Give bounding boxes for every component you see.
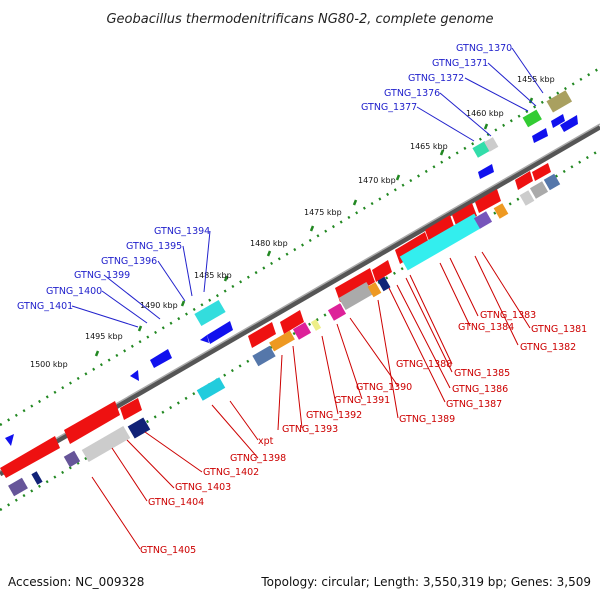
gene-label: GTNG_1401 — [17, 301, 73, 312]
gene-box-orange — [367, 282, 382, 298]
gene-label: GTNG_1388 — [396, 359, 452, 370]
gene-label: GTNG_1376 — [384, 88, 440, 99]
gene-box-olive — [546, 90, 573, 113]
accession-text: Accession: NC_009328 — [8, 575, 144, 589]
gene-arrow-red — [64, 401, 120, 444]
gene-label: GTNG_1396 — [101, 256, 157, 267]
scale-label: 1480 kbp — [250, 239, 288, 248]
gene-label: GTNG_1387 — [446, 399, 502, 410]
gene-arrow-red — [532, 163, 551, 181]
gene-label: GTNG_1392 — [306, 410, 362, 421]
scale-label: 1465 kbp — [410, 142, 448, 151]
gene-label: GTNG_1382 — [520, 342, 576, 353]
leader-lines-top — [71, 47, 544, 328]
gene-arrow-blue — [207, 321, 233, 344]
gene-label: GTNG_1381 — [531, 324, 587, 335]
gene-labels-top: GTNG_1370 GTNG_1371 GTNG_1372 GTNG_1376 … — [17, 43, 512, 312]
lower-genes — [0, 163, 561, 497]
gene-label: GTNG_1383 — [480, 310, 536, 321]
gene-label: GTNG_1398 — [230, 453, 286, 464]
scale-label: 1475 kbp — [304, 208, 342, 217]
gene-box-purple — [8, 477, 28, 497]
gene-arrow-blue — [5, 434, 14, 446]
gene-box-grey — [81, 425, 131, 463]
scale-ticks — [94, 97, 534, 357]
gene-arrow-red — [372, 260, 392, 282]
leader-lines-bottom — [91, 251, 531, 550]
gene-box-cyan — [196, 377, 226, 401]
gene-label: GTNG_1393 — [282, 424, 338, 435]
scale-label: 1490 kbp — [140, 301, 178, 310]
gene-labels-bottom: GTNG_1383 GTNG_1384 GTNG_1381 GTNG_1382 … — [140, 310, 587, 556]
gene-box-cyan — [194, 299, 226, 327]
gene-label: GTNG_1403 — [175, 482, 231, 493]
gene-box-navy — [377, 276, 391, 292]
gene-arrow-blue — [560, 115, 578, 132]
scale-label: 1495 kbp — [85, 332, 123, 341]
gene-arrow-red — [120, 398, 142, 420]
gene-box-purple — [473, 211, 493, 229]
gene-arrow-blue — [200, 335, 209, 343]
gene-label: GTNG_1371 — [432, 58, 488, 69]
gene-box-grey — [529, 181, 549, 199]
gene-label: xpt — [258, 436, 274, 447]
gene-box-navy — [127, 417, 151, 439]
scale-label: 1455 kbp — [517, 75, 555, 84]
gene-label: GTNG_1372 — [408, 73, 464, 84]
gene-arrow-blue — [478, 164, 494, 179]
gene-arrow-red — [0, 436, 60, 478]
gene-arrow-blue — [130, 370, 139, 381]
gene-label: GTNG_1405 — [140, 545, 196, 556]
gene-arrow-red — [425, 215, 455, 244]
scale-label: 1470 kbp — [358, 176, 396, 185]
gene-box-navy — [31, 471, 43, 485]
gene-label: GTNG_1384 — [458, 322, 514, 333]
gene-arrow-red — [515, 171, 533, 190]
gene-arrow-blue — [532, 128, 548, 143]
gene-arrow-red — [280, 310, 304, 334]
gene-label: GTNG_1377 — [361, 102, 417, 113]
gene-label: GTNG_1395 — [126, 241, 182, 252]
gene-box-purple — [63, 450, 81, 468]
map-title: Geobacillus thermodenitrificans NG80-2, … — [106, 12, 493, 27]
gene-box-grey — [484, 137, 499, 152]
gene-arrow-red — [335, 268, 375, 302]
gene-label: GTNG_1404 — [148, 497, 204, 508]
gene-box-grey — [519, 190, 535, 206]
scale-label: 1500 kbp — [30, 360, 68, 369]
gene-label: GTNG_1400 — [46, 286, 102, 297]
gene-label: GTNG_1399 — [74, 270, 130, 281]
scale-labels: 1455 kbp 1460 kbp 1465 kbp 1470 kbp 1475… — [30, 75, 555, 369]
gene-label: GTNG_1370 — [456, 43, 512, 54]
gene-box-teal — [472, 141, 491, 158]
gene-box-yellow — [310, 319, 322, 331]
gene-box-grey — [338, 281, 374, 311]
gene-box-steel — [252, 345, 276, 367]
gene-box-orange — [493, 203, 509, 219]
gene-box-magenta — [292, 322, 312, 340]
gene-label: GTNG_1394 — [154, 226, 210, 237]
gene-label: GTNG_1391 — [334, 395, 390, 406]
gene-box-orange — [269, 330, 295, 352]
gene-box-steel — [543, 173, 561, 191]
gene-label: GTNG_1402 — [203, 467, 259, 478]
gene-label: GTNG_1385 — [454, 368, 510, 379]
upper-genes — [5, 90, 578, 446]
gene-box-magenta — [327, 303, 347, 321]
scale-label: 1485 kbp — [194, 271, 232, 280]
gene-arrow-red — [248, 322, 276, 348]
gene-arrow-blue — [551, 114, 565, 128]
gene-arrow-red — [475, 189, 501, 213]
gene-arrow-blue — [150, 349, 172, 368]
gene-box-green — [522, 109, 542, 128]
gene-arrow-red — [452, 203, 477, 228]
gene-box-cyan — [399, 213, 483, 271]
gene-label: GTNG_1386 — [452, 384, 508, 395]
genome-summary-text: Topology: circular; Length: 3,550,319 bp… — [260, 575, 591, 589]
scale-label: 1460 kbp — [466, 109, 504, 118]
gene-label: GTNG_1389 — [399, 414, 455, 425]
gene-label: GTNG_1390 — [356, 382, 412, 393]
